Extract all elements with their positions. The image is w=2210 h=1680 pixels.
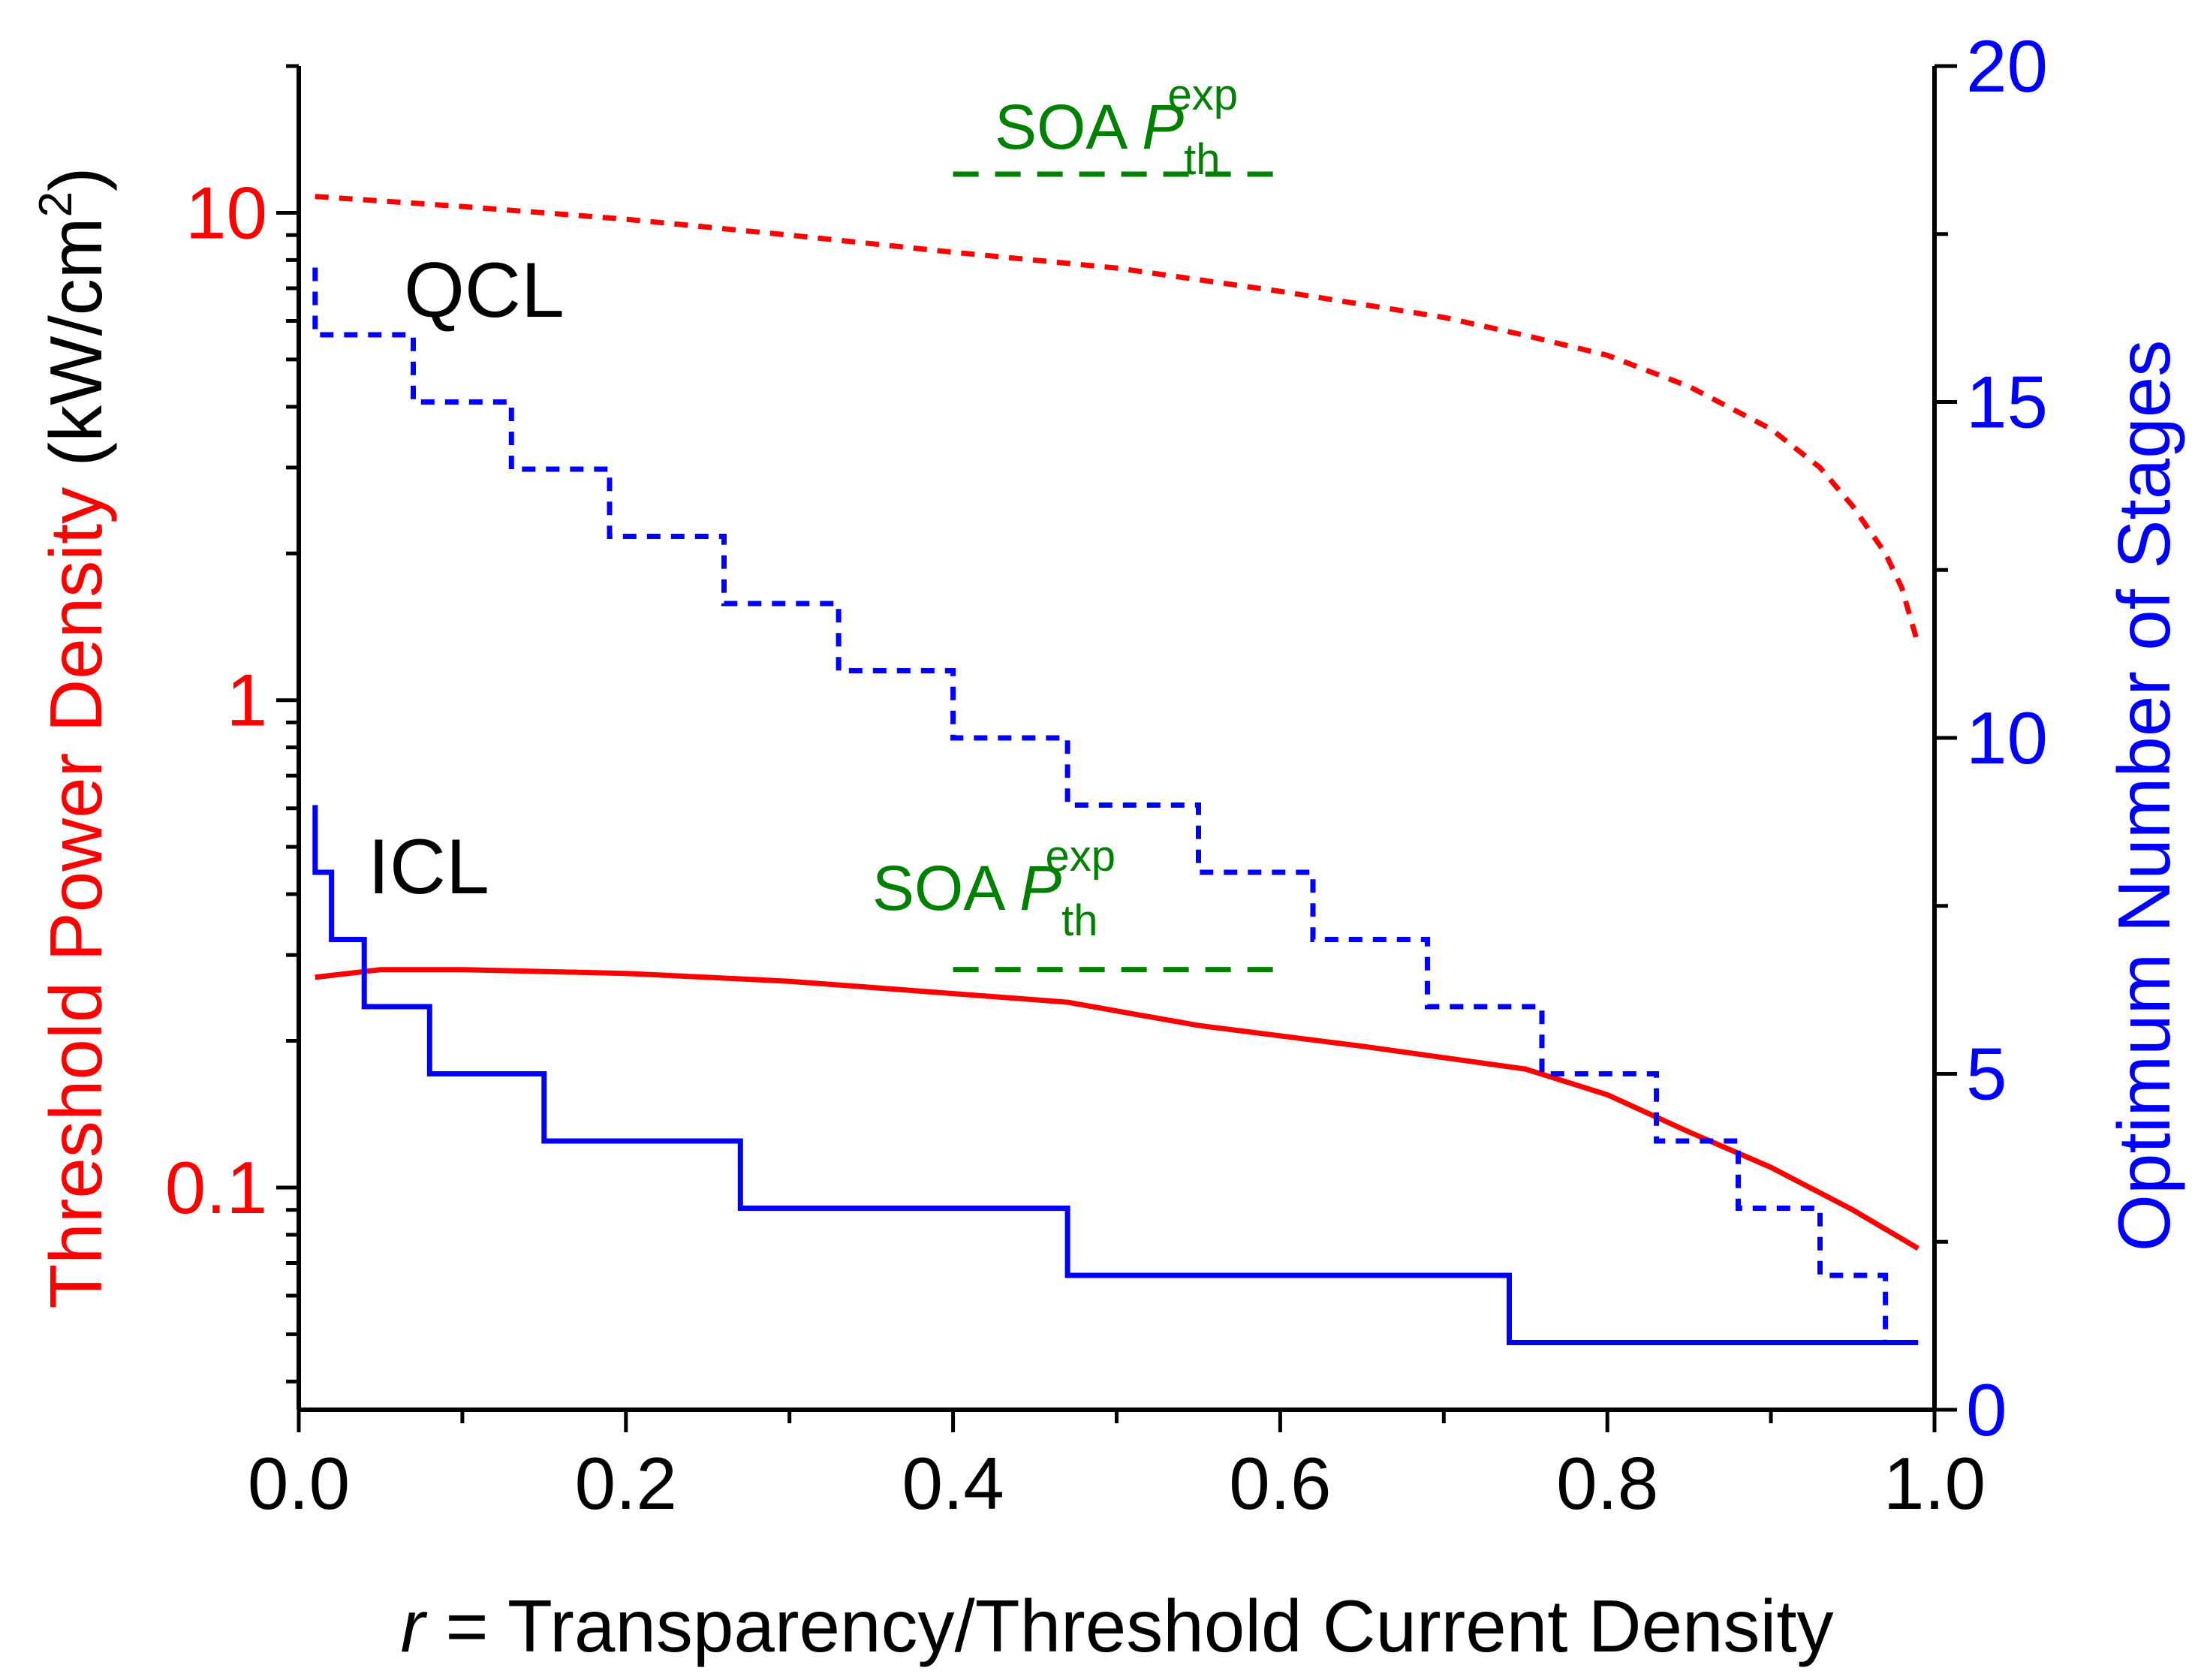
- right-axis-title: Optimum Number of Stages: [2103, 340, 2185, 1252]
- x-axis-title: r = Transparency/Threshold Current Densi…: [400, 1585, 1833, 1667]
- qcl-stages-dashed-step: [312, 267, 1889, 1343]
- left-tick-label: 10: [185, 171, 267, 254]
- left-tick-label: 1: [226, 659, 267, 742]
- right-tick-label: 20: [1966, 25, 2048, 107]
- soa-annotation-icl: SOA Pth exp: [872, 832, 1116, 945]
- annotations: QCL ICL SOA Pth exp SOA Pth exp: [368, 71, 1238, 945]
- x-tick-label: 1.0: [1883, 1442, 1986, 1525]
- x-tick-label: 0.6: [1229, 1442, 1331, 1525]
- left-title-sup: 2: [30, 191, 82, 217]
- soa-annotation-qcl: SOA Pth exp: [995, 71, 1238, 184]
- soa-text: SOA: [872, 853, 1019, 923]
- x-title-text: = Transparency/Threshold Current Density: [425, 1585, 1833, 1667]
- axis-titles: r = Transparency/Threshold Current Densi…: [30, 167, 2185, 1667]
- qcl-power-dashed-line: [315, 194, 1921, 646]
- icl-label: ICL: [368, 823, 489, 911]
- soa-text: SOA: [995, 92, 1142, 162]
- left-title-close: ): [35, 167, 117, 191]
- soa-sub: th: [1184, 135, 1220, 184]
- right-tick-label: 15: [1966, 361, 2048, 444]
- x-tick-label: 0.8: [1556, 1442, 1658, 1525]
- right-tick-label: 0: [1966, 1368, 2007, 1451]
- right-tick-label: 5: [1966, 1033, 2007, 1115]
- x-title-var: r: [400, 1585, 427, 1667]
- soa-sup: exp: [1046, 832, 1116, 881]
- soa-var: P: [1019, 853, 1061, 923]
- left-axis-title: Threshold Power Density (kW/cm2): [30, 167, 117, 1308]
- icl-power-solid-line: [315, 967, 1919, 1251]
- qcl-label: QCL: [404, 247, 565, 334]
- soa-sup: exp: [1168, 71, 1239, 119]
- icl-stages-solid-step: [312, 805, 1919, 1345]
- right-tick-label: 10: [1966, 697, 2048, 779]
- left-title-main: Threshold Power Density: [35, 467, 117, 1309]
- x-tick-label: 0.4: [902, 1442, 1004, 1525]
- left-title-unit: (kW/cm: [35, 218, 117, 467]
- x-tick-label: 0.0: [248, 1442, 350, 1525]
- soa-sub: th: [1061, 896, 1097, 945]
- series-layer: [312, 171, 1921, 1345]
- left-tick-label: 0.1: [165, 1146, 267, 1229]
- soa-var: P: [1142, 92, 1184, 162]
- ticks: 0.0 0.2 0.4 0.6 0.8 1.0 0.1 1 10 0 5 10 15 20: [165, 25, 2048, 1525]
- x-tick-label: 0.2: [575, 1442, 677, 1525]
